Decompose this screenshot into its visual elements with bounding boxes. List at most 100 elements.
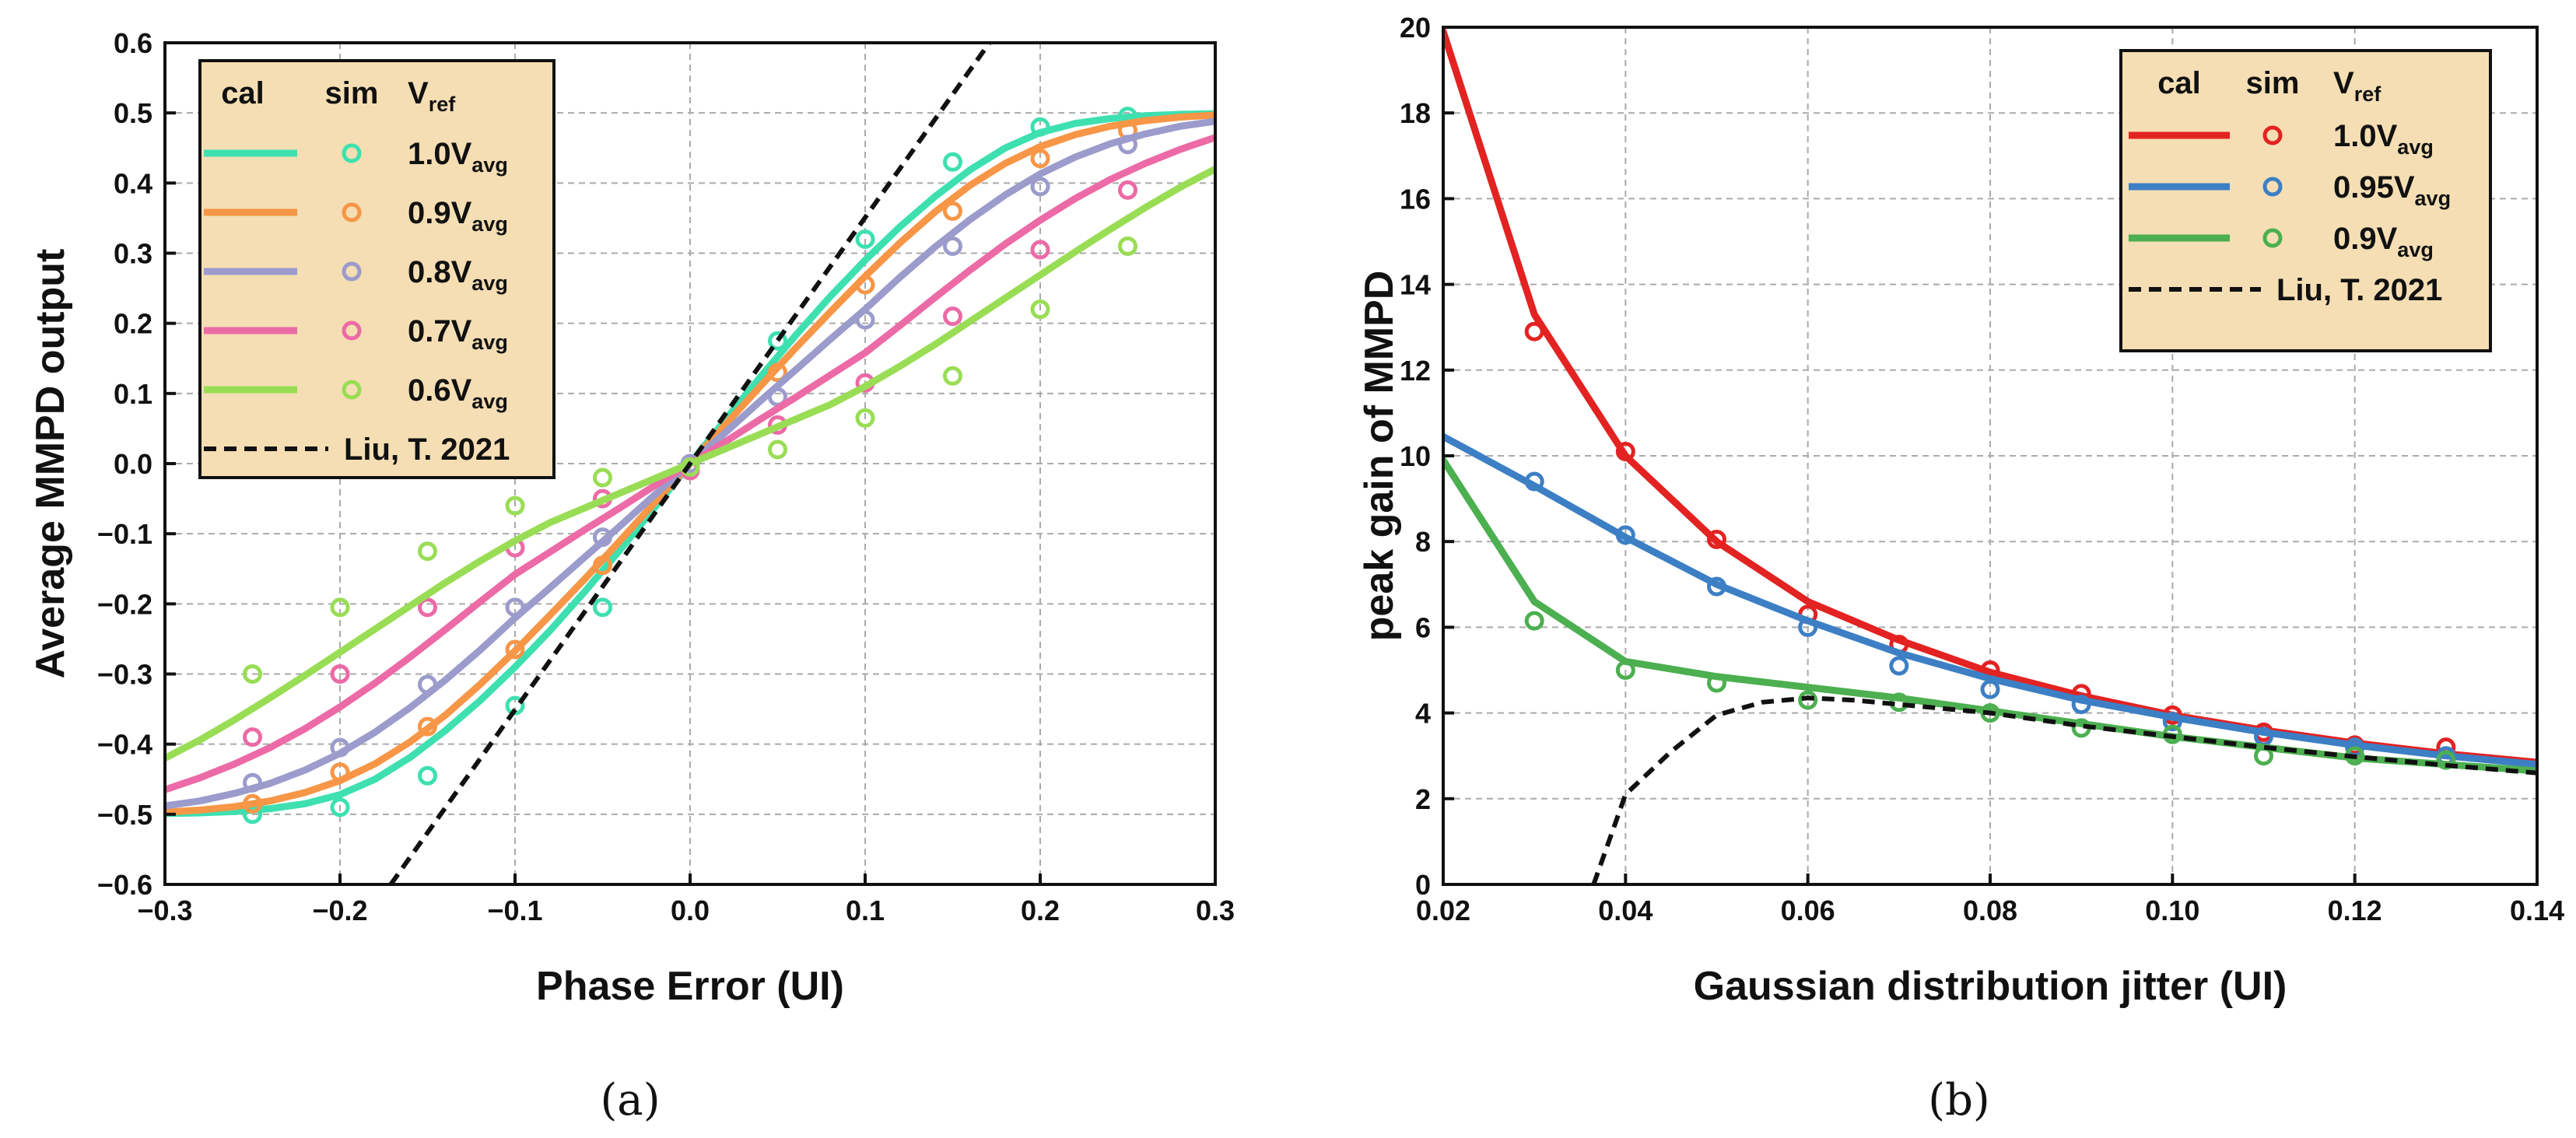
b-legend-marker-1-0vavg <box>2262 125 2283 145</box>
a-sim-point-0-7vavg <box>418 597 437 618</box>
b-sim-point-0-9vavg <box>1524 611 1544 631</box>
b-legend-label-0-95vavg: 0.95Vavg <box>2333 170 2451 210</box>
b-sim-point-0-95vavg <box>1980 679 2000 699</box>
panel-a-caption: (a) <box>600 1075 660 1126</box>
a-ytick-label: 0.5 <box>114 97 152 129</box>
panel-b: 0.02 0.04 0.06 0.08 0.10 0.12 0.14 0 2 4 6 8 10 12 14 1… <box>1357 12 2564 1126</box>
b-plot-area <box>1443 28 2537 884</box>
b-sim-point-0-95vavg <box>1889 656 1909 676</box>
b-ytick-label: 8 <box>1415 526 1431 558</box>
b-ref-line-liu-t-2021 <box>1591 695 2537 884</box>
a-sim-point-0-9vavg <box>505 639 525 660</box>
a-sim-point-0-9vavg <box>768 362 787 383</box>
b-sim-point-1-0vavg <box>1524 321 1544 341</box>
a-ytick-label: −0.3 <box>97 659 152 691</box>
b-ytick-label: 6 <box>1415 611 1431 643</box>
a-sim-point-0-6vavg <box>593 467 612 488</box>
b-sim-point-0-9vavg <box>2254 746 2273 766</box>
panel-b-caption: (b) <box>1928 1075 1990 1126</box>
a-ref-line-liu-t-2021 <box>388 43 992 884</box>
a-sim-point-0-6vavg <box>243 664 262 684</box>
b-legend-label-0-9vavg: 0.9Vavg <box>2333 222 2434 261</box>
a-sim-point-0-7vavg <box>943 306 962 327</box>
a-ytick-label: 0.0 <box>114 448 152 480</box>
b-sim-point-1-0vavg <box>1707 529 1726 549</box>
a-sim-point-1-0vavg <box>330 797 350 818</box>
a-legend-label-0-7vavg: 0.7Vavg <box>408 314 508 354</box>
a-ytick-label: 0.1 <box>114 378 152 410</box>
a-sim-point-0-9vavg <box>330 762 350 783</box>
b-xtick-label: 0.08 <box>1963 895 2017 926</box>
a-legend-header-cal: cal <box>221 76 265 110</box>
b-ytick-label: 0 <box>1415 869 1431 901</box>
b-ytick-label: 20 <box>1400 12 1431 44</box>
a-ytick-label: −0.4 <box>97 729 152 761</box>
panel-a-ticks: −0.3 −0.2 −0.1 0.0 0.1 0.2 0.3 −0.6 −0.5 −0.4 −0.3… <box>97 27 1235 926</box>
a-sim-point-1-0vavg <box>768 331 787 351</box>
a-sim-point-0-8vavg <box>418 674 437 695</box>
a-sim-point-1-0vavg <box>418 765 437 786</box>
b-sim-point-0-9vavg <box>1980 703 2000 723</box>
a-sim-point-0-6vavg <box>768 439 787 460</box>
panel-b-legend: cal sim Vref 1.0Vavg 0.95Vavg 0.9Vavg Liu, T. … <box>2119 49 2492 352</box>
a-xtick-label: 0.3 <box>1196 895 1235 926</box>
a-sim-point-0-9vavg <box>593 555 612 576</box>
a-legend-label-0-9vavg: 0.9Vavg <box>408 196 508 236</box>
a-sim-point-0-6vavg <box>1030 299 1050 320</box>
a-xtick-label: 0.1 <box>846 895 885 926</box>
b-sim-point-0-9vavg <box>2436 750 2456 770</box>
b-ytick-label: 14 <box>1400 269 1431 301</box>
b-legend-label-1-0vavg: 1.0Vavg <box>2333 119 2434 159</box>
a-sim-point-1-0vavg <box>593 597 612 618</box>
a-sim-point-0-6vavg <box>680 457 700 478</box>
a-sim-point-0-7vavg <box>330 664 350 684</box>
b-legend-marker-0-95vavg <box>2262 177 2283 197</box>
b-xtick-label: 0.10 <box>2145 895 2199 926</box>
a-ytick-label: −0.2 <box>97 588 152 620</box>
a-sim-point-0-7vavg <box>1118 180 1137 200</box>
panel-a-xlabel: Phase Error (UI) <box>536 964 844 1009</box>
a-legend-header-vref: Vref <box>408 76 456 116</box>
a-sim-point-0-8vavg <box>855 310 875 330</box>
a-sim-point-0-9vavg <box>855 275 875 295</box>
b-legend-marker-0-9vavg <box>2262 228 2283 248</box>
b-legend-header-cal: cal <box>2157 66 2201 100</box>
a-ytick-label: −0.5 <box>97 799 152 831</box>
a-ytick-label: 0.2 <box>114 308 152 340</box>
a-sim-point-0-8vavg <box>505 597 525 618</box>
a-legend-label-liu-t-2021: Liu, T. 2021 <box>344 432 510 467</box>
b-sim-point-0-9vavg <box>1798 690 1818 710</box>
b-sim-point-0-95vavg <box>2071 695 2091 715</box>
a-sim-point-0-6vavg <box>943 366 962 386</box>
b-xtick-label: 0.04 <box>1598 895 1652 926</box>
a-legend-header-sim: sim <box>325 76 379 110</box>
a-xtick-label: 0.0 <box>671 895 710 926</box>
panel-a: −0.3 −0.2 −0.1 0.0 0.1 0.2 0.3 −0.6 −0.5 −0.4 −0.3… <box>28 27 1235 1126</box>
a-legend-label-0-8vavg: 0.8Vavg <box>408 255 508 295</box>
b-legend-header-vref: Vref <box>2333 66 2381 106</box>
a-sim-point-0-8vavg <box>593 527 612 548</box>
a-legend-marker-0-9vavg <box>342 202 362 222</box>
b-cal-line-0-95vavg <box>1443 432 2537 769</box>
a-xtick-label: −0.1 <box>487 895 542 926</box>
b-xtick-label: 0.02 <box>1416 895 1470 926</box>
panel-b-ticks: 0.02 0.04 0.06 0.08 0.10 0.12 0.14 0 2 4 6 8 10 12 14 1… <box>1400 12 2564 926</box>
b-sim-point-1-0vavg <box>1615 441 1635 461</box>
a-sim-point-0-9vavg <box>1030 149 1050 169</box>
panel-a-series <box>165 43 1215 884</box>
panel-b-xlabel: Gaussian distribution jitter (UI) <box>1694 964 2287 1009</box>
a-xtick-label: 0.2 <box>1021 895 1060 926</box>
a-sim-point-0-6vavg <box>505 495 525 516</box>
a-sim-point-0-6vavg <box>418 541 437 562</box>
b-xtick-label: 0.06 <box>1781 895 1835 926</box>
b-ytick-label: 4 <box>1415 698 1431 730</box>
a-legend-marker-1-0vavg <box>342 143 362 163</box>
panel-b-series <box>1443 28 2537 884</box>
b-sim-point-0-9vavg <box>1707 673 1726 693</box>
a-plot-area <box>165 43 1215 884</box>
a-sim-point-0-7vavg <box>1030 240 1050 260</box>
a-ytick-label: 0.3 <box>114 238 152 270</box>
b-ytick-label: 10 <box>1400 440 1431 472</box>
b-sim-point-0-95vavg <box>1707 576 1726 597</box>
a-sim-point-0-6vavg <box>855 408 875 428</box>
